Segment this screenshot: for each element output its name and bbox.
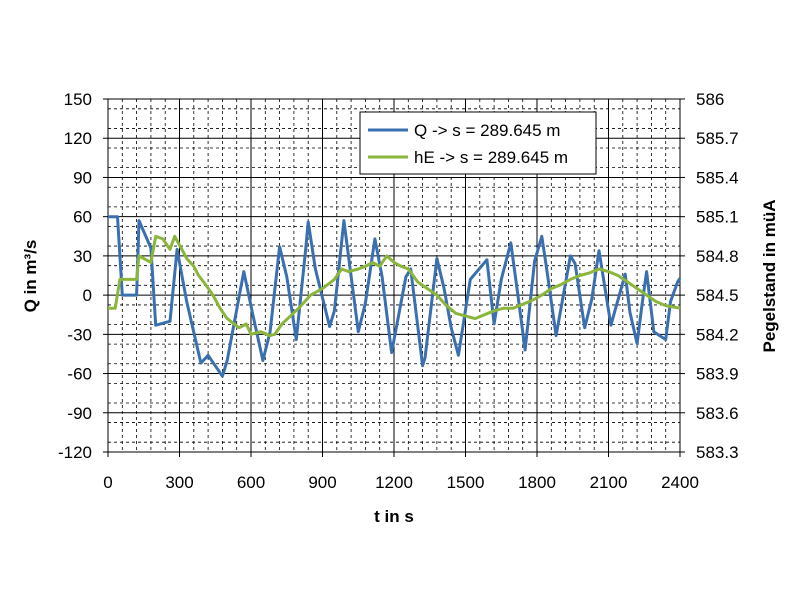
series-lines [108, 215, 682, 378]
x-tick-label: 900 [308, 473, 336, 492]
legend-box [359, 111, 597, 175]
y-right-tick-label: 583.3 [696, 443, 739, 462]
y-right-tick-label: 585.1 [696, 208, 739, 227]
series-line-q [108, 215, 682, 378]
x-axis-title: t in s [374, 507, 414, 526]
x-tick-label: 1500 [447, 473, 485, 492]
y-left-tick-label: -60 [67, 365, 92, 384]
y-right-tick-label: 586 [696, 90, 724, 109]
y-left-tick-label: 60 [73, 208, 92, 227]
x-tick-label: 2400 [661, 473, 699, 492]
y-left-tick-label: 30 [73, 247, 92, 266]
legend: Q -> s = 289.645 m hE -> s = 289.645 m [359, 111, 597, 175]
y-left-tick-label: 90 [73, 168, 92, 187]
y-right-tick-label: 584.5 [696, 286, 739, 305]
y-right-tick-label: 583.9 [696, 365, 739, 384]
y-left-axis-title: Q in m³/s [21, 240, 40, 313]
legend-label-q: Q -> s = 289.645 m [414, 121, 560, 140]
grid [103, 98, 685, 457]
x-tick-label: 0 [103, 473, 112, 492]
y-left-tick-label: -90 [67, 404, 92, 423]
y-right-tick-label: 585.7 [696, 129, 739, 148]
x-tick-label: 1800 [518, 473, 556, 492]
plot-area-border [107, 98, 681, 453]
y-left-tick-label: -30 [67, 325, 92, 344]
y-right-tick-label: 584.2 [696, 325, 739, 344]
y-left-tick-label: -120 [58, 443, 92, 462]
y-right-axis-title: Pegelstand in müA [760, 199, 779, 352]
series-line-he [108, 234, 681, 338]
y-right-tick-label: 585.4 [696, 168, 739, 187]
y-left-tick-label: 150 [64, 90, 92, 109]
legend-label-he: hE -> s = 289.645 m [414, 148, 568, 167]
y-left-tick-label: 120 [64, 129, 92, 148]
x-tick-label: 1200 [375, 473, 413, 492]
x-tick-label: 2100 [590, 473, 628, 492]
tick-labels: 1501209060300-30-60-90-120586585.7585.45… [58, 90, 739, 492]
x-tick-label: 600 [237, 473, 265, 492]
y-right-tick-label: 584.8 [696, 247, 739, 266]
x-tick-label: 300 [165, 473, 193, 492]
y-left-tick-label: 0 [83, 286, 92, 305]
y-right-tick-label: 583.6 [696, 404, 739, 423]
